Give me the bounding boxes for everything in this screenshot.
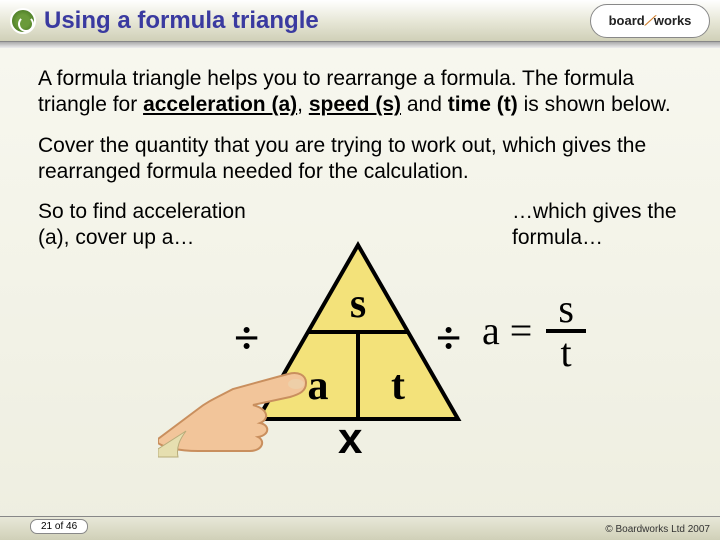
formula-lhs: a <box>482 306 500 356</box>
p1-text-b: , <box>297 93 309 116</box>
header: Using a formula triangle board⟋works <box>0 0 720 42</box>
paragraph-2: Cover the quantity that you are trying t… <box>38 133 682 186</box>
p1-accel: acceleration (a) <box>143 93 297 116</box>
content-area: A formula triangle helps you to rearrang… <box>0 48 720 479</box>
page-current: 21 <box>41 521 52 532</box>
formula-fraction: s t <box>546 289 586 373</box>
page-of: of <box>55 521 63 532</box>
logo-text-board: board <box>609 13 645 28</box>
diagram-area: So to find acceleration (a), cover up a…… <box>38 199 682 479</box>
divide-right-icon: ÷ <box>436 309 461 367</box>
triangle-br-letter: t <box>391 363 405 409</box>
right-caption: …which gives the formula… <box>512 199 682 252</box>
logo-swoosh-icon: ⟋ <box>645 13 654 28</box>
triangle-top-letter: s <box>350 281 366 327</box>
times-icon: x <box>338 411 362 466</box>
paragraph-1: A formula triangle helps you to rearrang… <box>38 66 682 119</box>
formula-denominator: t <box>549 333 584 373</box>
left-caption: So to find acceleration (a), cover up a… <box>38 199 268 252</box>
logo-text-works: works <box>654 13 692 28</box>
page-indicator: 21 of 46 <box>30 519 88 534</box>
result-formula: a = s t <box>482 289 682 373</box>
formula-eq: = <box>510 306 533 356</box>
p1-text-c: and <box>401 93 448 116</box>
globe-arrow-icon <box>10 8 36 34</box>
p1-time: time (t) <box>448 93 518 116</box>
pointing-hand-icon <box>158 339 318 459</box>
page-total: 46 <box>66 521 77 532</box>
p1-text-d: is shown below. <box>518 93 671 116</box>
page-title: Using a formula triangle <box>44 7 319 35</box>
fingernail-icon <box>288 379 304 389</box>
p1-speed: speed (s) <box>309 93 401 116</box>
copyright: © Boardworks Ltd 2007 <box>605 524 710 535</box>
boardworks-logo: board⟋works <box>590 4 710 38</box>
formula-numerator: s <box>546 289 586 333</box>
